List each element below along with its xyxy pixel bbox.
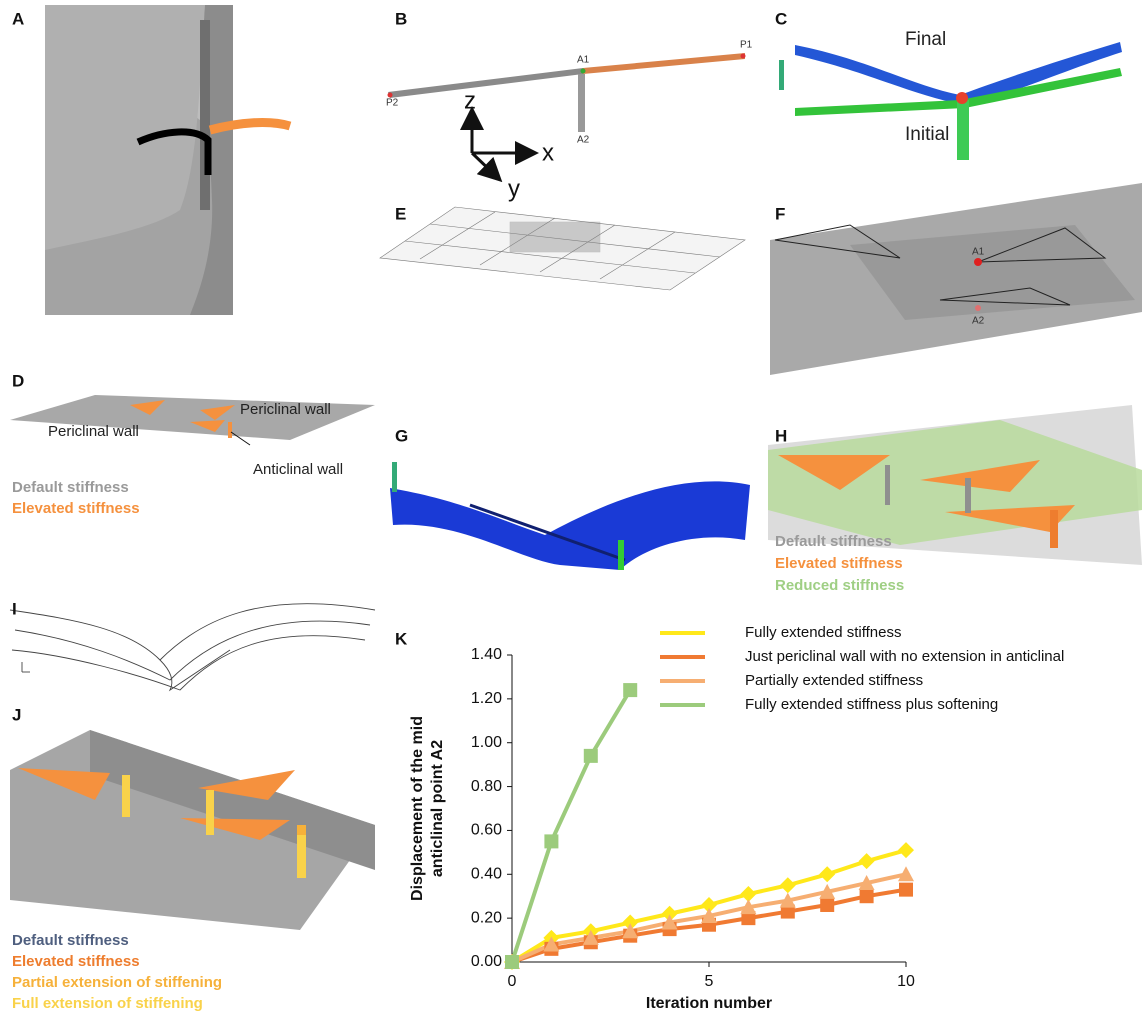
panel-label: F [775, 204, 785, 223]
marker [819, 866, 835, 882]
marker [820, 898, 834, 912]
panel-b-model [388, 53, 746, 178]
legend-text: Just periclinal wall with no extension i… [745, 648, 1064, 665]
panel-f-model [770, 183, 1142, 375]
axis-label: z [464, 87, 476, 114]
panel-g-model [390, 462, 750, 570]
axis-label: x [542, 139, 554, 166]
y-tick-label: 0.00 [471, 953, 502, 970]
panel-label: G [395, 426, 408, 445]
marker [860, 889, 874, 903]
legend-text: Default stiffness [12, 479, 129, 496]
y-tick-label: 0.40 [471, 866, 502, 883]
axis-label: y [508, 175, 520, 202]
legend-text: Elevated stiffness [12, 953, 140, 970]
y-tick-label: 1.20 [471, 690, 502, 707]
marker [780, 877, 796, 893]
point-label: P2 [386, 98, 399, 109]
panel-label: H [775, 426, 787, 445]
legend-text: Partial extension of stiffening [12, 974, 222, 991]
legend-text: Partially extended stiffness [745, 672, 923, 689]
marker [859, 853, 875, 869]
legend-text: Elevated stiffness [12, 500, 140, 517]
x-axis-title: Iteration number [646, 995, 772, 1012]
x-tick-label: 10 [897, 973, 915, 990]
figure: A B C D E F G H I J K P2 A1 P1 A2 z x y … [0, 0, 1142, 1016]
legend-text: Elevated stiffness [775, 555, 903, 572]
chart: 0.00 0.20 0.40 0.60 0.80 1.00 1.20 1.40 0 5 10 Iter… [409, 624, 1064, 1012]
panel-a-image [45, 5, 290, 315]
point-label: A1 [577, 55, 590, 66]
x-tick-label: 0 [508, 973, 517, 990]
y-axis-title: Displacement of the mid [409, 716, 426, 901]
legend-text: Default stiffness [775, 533, 892, 550]
panel-label: E [395, 204, 406, 223]
panel-c-model [779, 42, 1122, 160]
panel-i-wireframe [10, 604, 375, 690]
wall-label: Periclinal wall [240, 401, 331, 418]
legend-text: Full extension of stiffening [12, 995, 203, 1012]
marker [898, 842, 914, 858]
legend-text: Fully extended stiffness [745, 624, 901, 641]
x-tick-label: 5 [705, 973, 714, 990]
panel-label: A [12, 9, 24, 28]
y-axis-title: anticlinal point A2 [429, 740, 446, 877]
legend-text: Fully extended stiffness plus softening [745, 696, 998, 713]
state-label: Final [905, 29, 946, 50]
panel-label: J [12, 705, 21, 724]
panel-label: C [775, 9, 787, 28]
panel-label: K [395, 629, 408, 648]
panel-label: I [12, 599, 17, 618]
legend-text: Reduced stiffness [775, 577, 904, 594]
marker [505, 955, 519, 969]
panel-e-mesh [380, 207, 745, 290]
panel-j-model [10, 730, 375, 930]
marker [899, 883, 913, 897]
point-label: P1 [740, 40, 753, 51]
y-tick-label: 0.60 [471, 822, 502, 839]
marker [544, 834, 558, 848]
point-label: A2 [972, 316, 985, 327]
wall-label: Anticlinal wall [253, 461, 343, 478]
panel-label: D [12, 371, 24, 390]
y-tick-label: 1.40 [471, 646, 502, 663]
panel-label: B [395, 9, 407, 28]
state-label: Initial [905, 124, 949, 145]
series-line [512, 690, 630, 962]
point-label: A1 [972, 247, 985, 258]
y-tick-label: 1.00 [471, 734, 502, 751]
y-tick-label: 0.80 [471, 778, 502, 795]
wall-label: Periclinal wall [48, 423, 139, 440]
marker [584, 749, 598, 763]
legend-text: Default stiffness [12, 932, 129, 949]
point-label: A2 [577, 135, 590, 146]
y-tick-label: 0.20 [471, 909, 502, 926]
marker [623, 683, 637, 697]
